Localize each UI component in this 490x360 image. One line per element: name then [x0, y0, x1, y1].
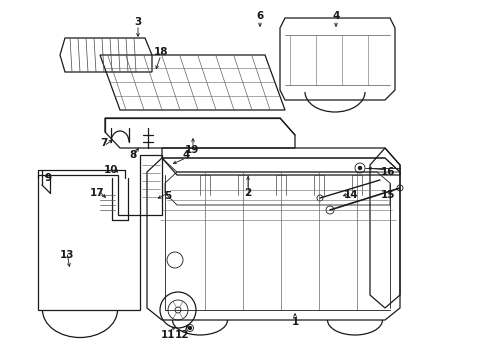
Text: 2: 2 [245, 188, 252, 198]
Circle shape [189, 327, 192, 329]
Text: 10: 10 [104, 165, 118, 175]
Circle shape [358, 166, 362, 170]
Text: 19: 19 [185, 145, 199, 155]
Text: 1: 1 [292, 317, 298, 327]
Text: 6: 6 [256, 11, 264, 21]
Text: 5: 5 [164, 191, 171, 201]
Text: 9: 9 [45, 173, 51, 183]
Text: 13: 13 [60, 250, 74, 260]
Text: 7: 7 [100, 138, 108, 148]
Text: 14: 14 [343, 190, 358, 200]
Text: 8: 8 [129, 150, 137, 160]
Text: 11: 11 [161, 330, 175, 340]
Text: 3: 3 [134, 17, 142, 27]
Text: 18: 18 [154, 47, 168, 57]
Text: 15: 15 [381, 190, 395, 200]
Text: 16: 16 [381, 167, 395, 177]
Text: 17: 17 [90, 188, 104, 198]
Text: 4: 4 [332, 11, 340, 21]
Text: 12: 12 [175, 330, 189, 340]
Text: 4: 4 [182, 150, 190, 160]
